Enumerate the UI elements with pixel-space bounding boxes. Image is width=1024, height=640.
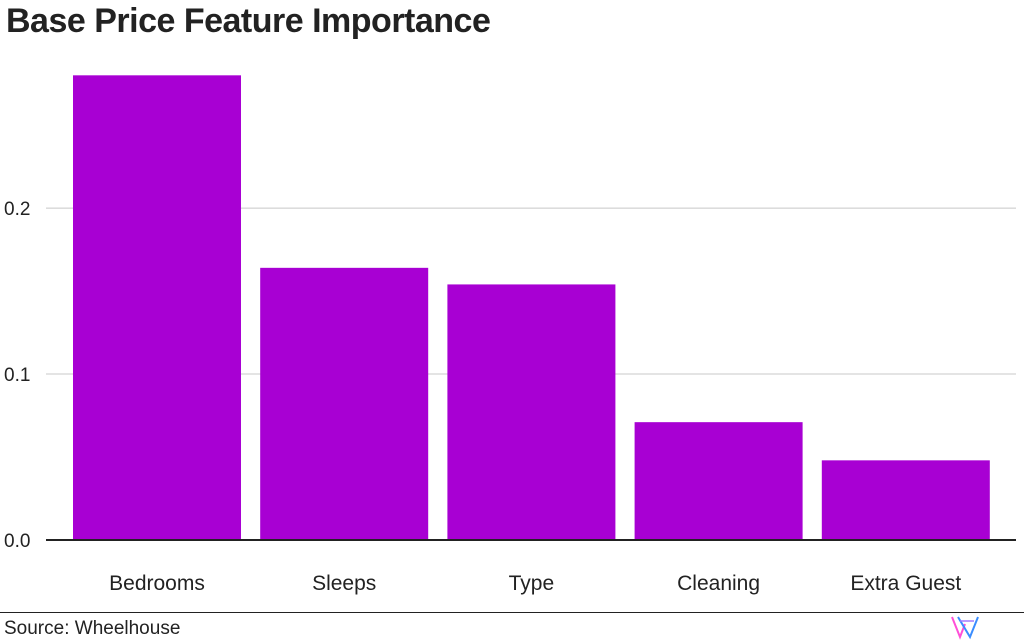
wheelhouse-w-logo-icon: [951, 616, 979, 640]
source-note: Source: Wheelhouse: [4, 618, 181, 639]
y-tick-label: 0.1: [4, 365, 30, 386]
x-tick-label: Cleaning: [677, 572, 760, 595]
bar-chart: 0.0 0.1 0.2 Bedrooms Sleeps Type Cleaning Extra…: [4, 75, 1016, 595]
chart-title: Base Price Feature Importance: [6, 2, 491, 40]
x-tick-label: Type: [509, 572, 555, 595]
bars: [73, 75, 990, 540]
bar-cleaning: [634, 422, 803, 540]
bar-bedrooms: [73, 75, 241, 540]
y-tick-label: 0.2: [4, 199, 30, 220]
x-tick-label: Sleeps: [312, 572, 376, 595]
labels: 0.0 0.1 0.2 Bedrooms Sleeps Type Cleaning Extra…: [4, 199, 961, 595]
bar-extra-guest: [821, 460, 990, 540]
footer-divider: [0, 612, 1024, 613]
x-tick-label: Extra Guest: [850, 572, 961, 595]
logo-stroke-pink: [951, 616, 966, 640]
bar-type: [447, 284, 616, 540]
y-tick-label: 0.0: [4, 531, 30, 552]
bar-sleeps: [260, 267, 429, 540]
logo-stroke-blue: [957, 616, 979, 640]
x-tick-label: Bedrooms: [109, 572, 205, 595]
